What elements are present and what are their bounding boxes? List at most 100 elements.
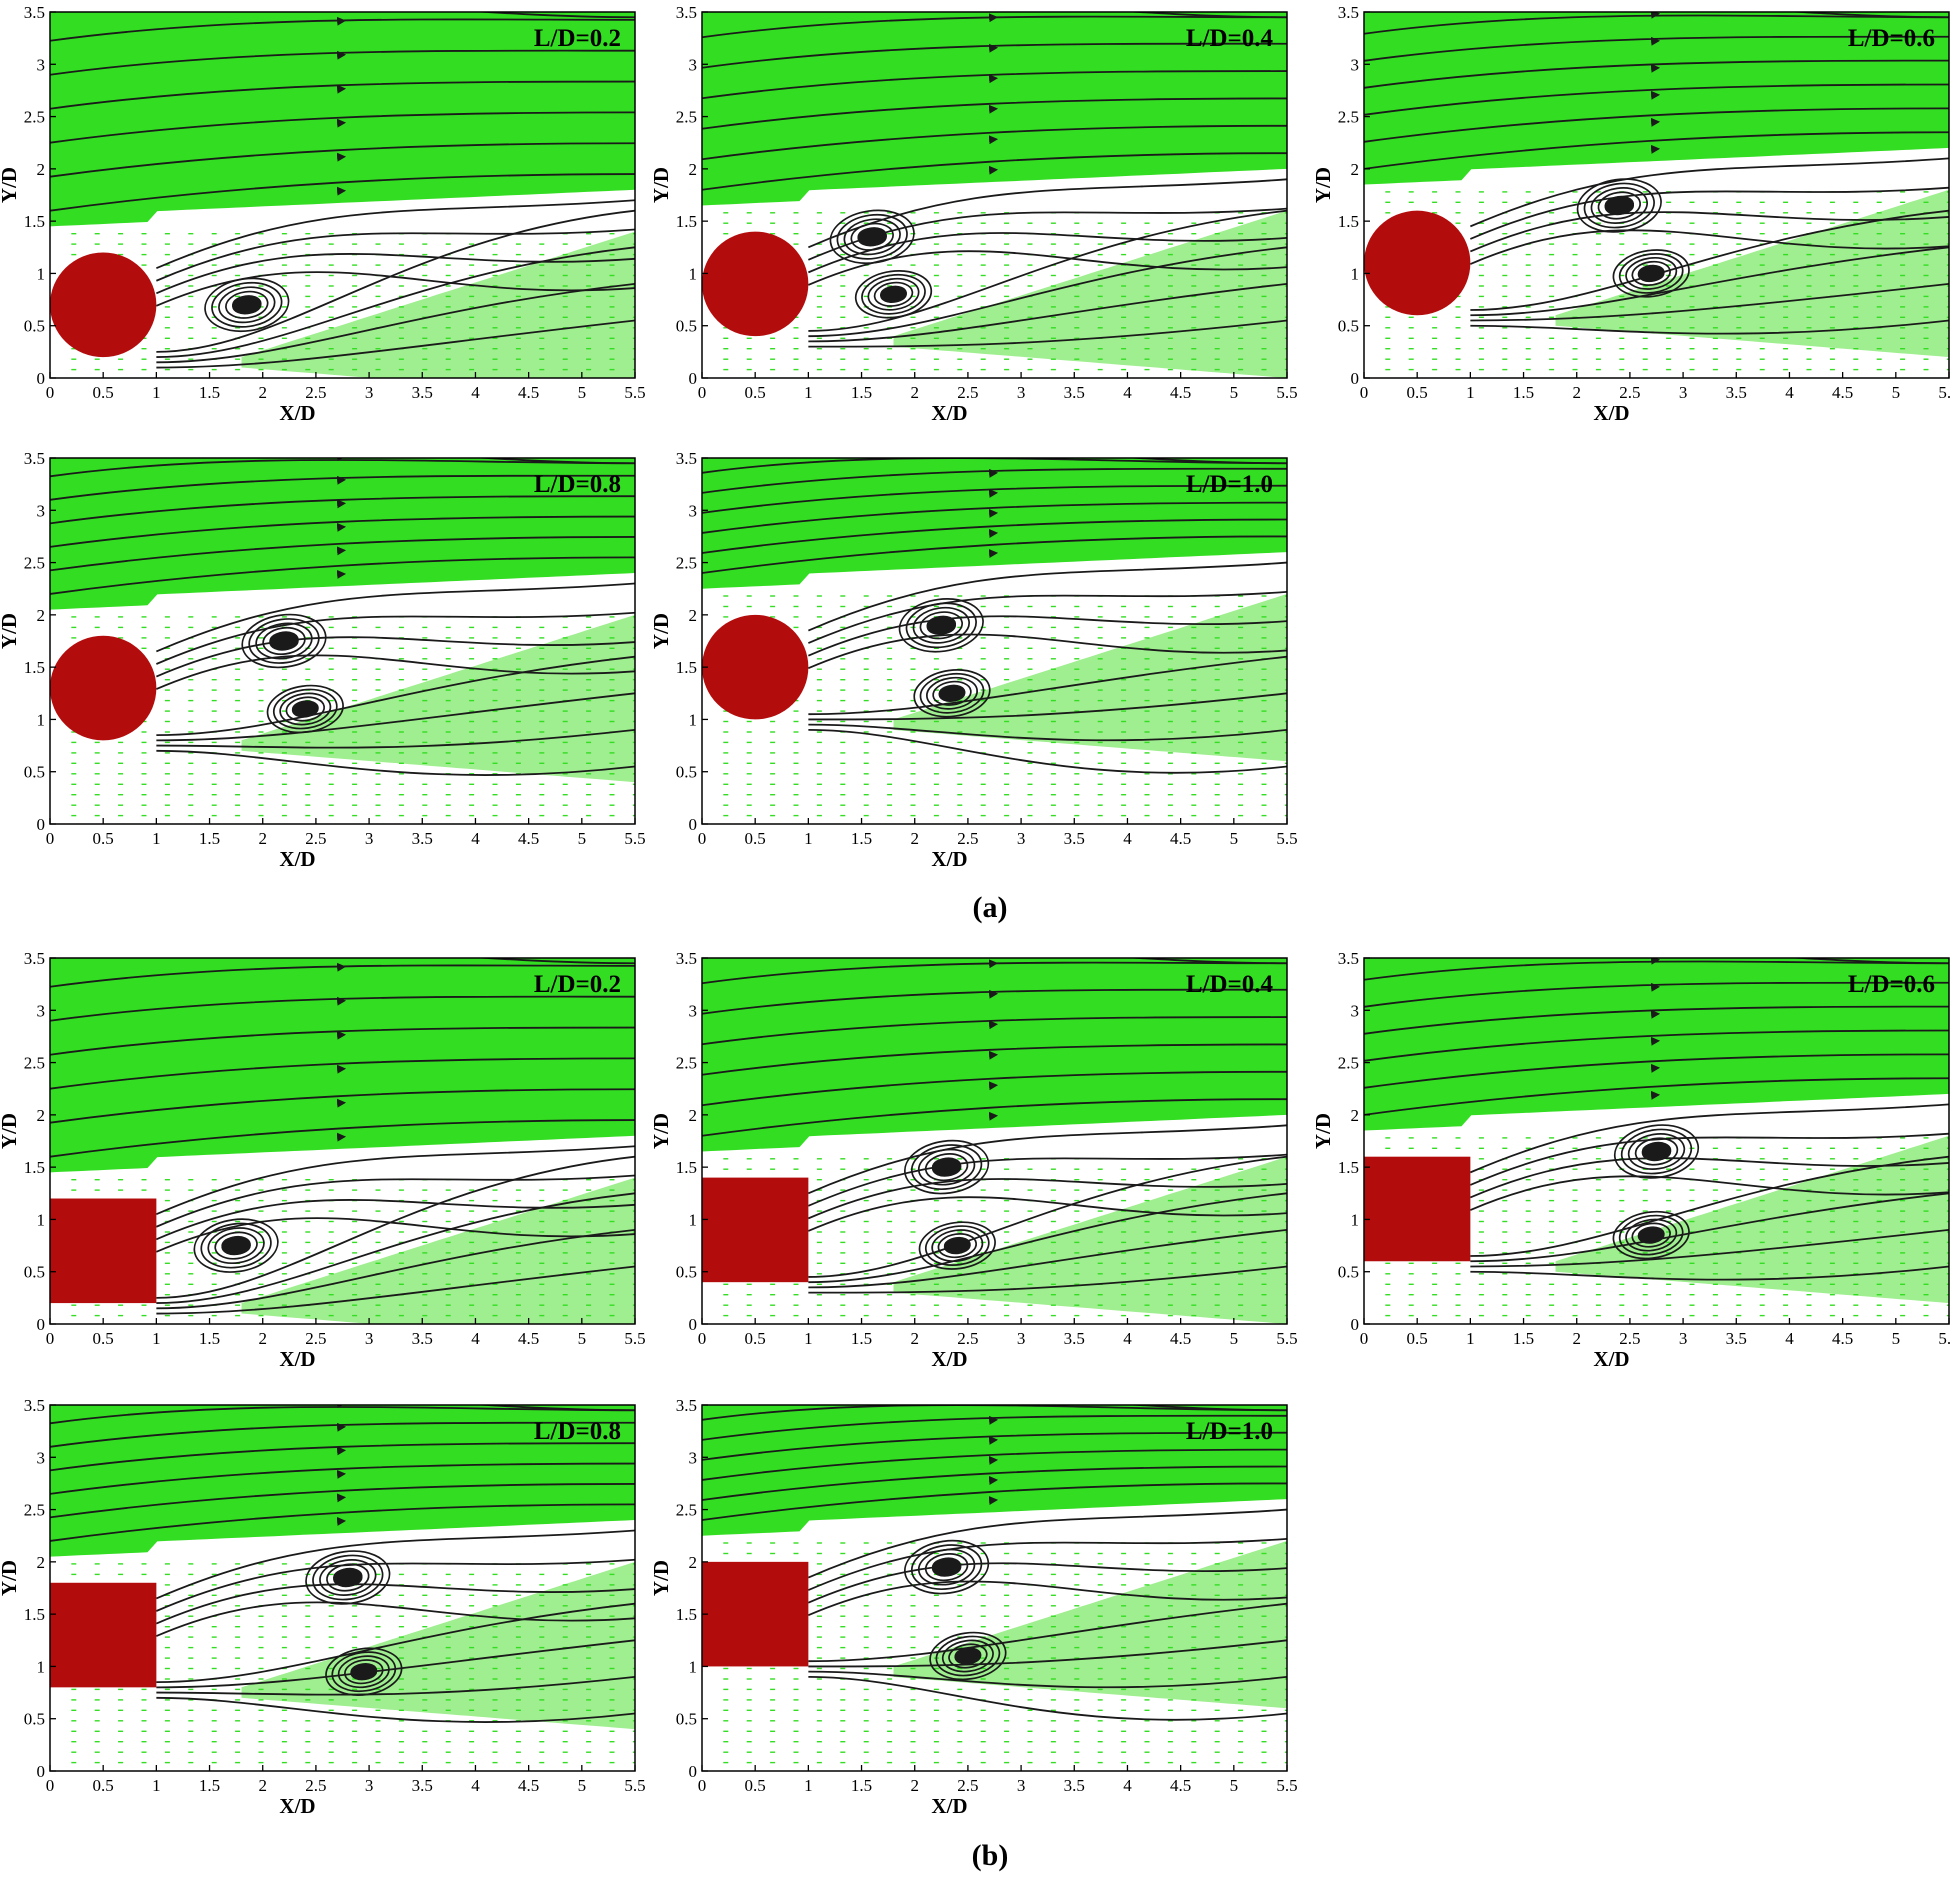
square-cylinder — [50, 1198, 157, 1304]
streamline — [702, 1098, 1287, 1137]
plot-content — [50, 1405, 635, 1764]
x-tick-label: 4.5 — [1170, 829, 1191, 848]
streamline — [472, 12, 635, 19]
streamline — [1364, 107, 1949, 143]
y-tick-label: 1.5 — [1338, 212, 1359, 231]
vortex-ring — [919, 611, 964, 640]
vortex-ring — [193, 1218, 279, 1273]
x-tick-label: 3 — [365, 1776, 374, 1795]
lower-streamline — [156, 1696, 635, 1723]
vortex-core — [926, 616, 956, 635]
x-axis-label: X/D — [931, 401, 967, 425]
shear-streamline — [1470, 1132, 1949, 1186]
x-tick-label: 1.5 — [199, 383, 220, 402]
y-tick-label: 2.5 — [24, 108, 45, 127]
x-tick-label: 3.5 — [1064, 1329, 1085, 1348]
x-tick-label: 2 — [1572, 383, 1581, 402]
streamline-arrow — [979, 453, 995, 454]
x-tick-label: 3 — [1679, 383, 1688, 402]
x-tick-label: 2 — [258, 1776, 267, 1795]
shear-streamline — [156, 1145, 635, 1216]
lower-streamline — [808, 209, 1287, 332]
y-tick-label: 1.5 — [676, 212, 697, 231]
plot-content — [702, 12, 1287, 378]
x-tick-label: 2.5 — [305, 1329, 326, 1348]
y-tick-label: 2 — [1351, 160, 1360, 179]
vortex-ring — [225, 290, 269, 319]
circular-cylinder — [702, 614, 809, 720]
y-tick-label: 2 — [689, 160, 698, 179]
streamline — [702, 535, 1287, 574]
y-axis-label: Y/D — [0, 167, 21, 203]
streamline — [1364, 83, 1949, 116]
x-tick-label: 1.5 — [199, 1776, 220, 1795]
x-tick-label: 4 — [1123, 829, 1132, 848]
shear-streamline — [1470, 157, 1949, 228]
y-tick-label: 3.5 — [24, 949, 45, 968]
vortex-ring — [1620, 1128, 1693, 1175]
plot-frame — [701, 457, 1288, 825]
panel-label: L/D=0.2 — [534, 25, 621, 52]
vortex-ring — [873, 281, 914, 307]
y-tick-label: 3.5 — [676, 449, 697, 468]
y-tick-label: 1.5 — [24, 1158, 45, 1177]
x-tick-label: 1.5 — [199, 1329, 220, 1348]
vortex-ring — [1625, 1218, 1678, 1252]
x-tick-label: 3 — [365, 829, 374, 848]
x-tick-label: 4.5 — [1170, 383, 1191, 402]
x-tick-label: 4 — [1785, 383, 1794, 402]
y-tick-label: 0 — [1351, 1315, 1360, 1334]
vector-field-lower — [241, 231, 635, 378]
shear-streamline — [156, 1601, 635, 1637]
y-tick-label: 3 — [1351, 1001, 1360, 1020]
y-tick-label: 3.5 — [24, 1396, 45, 1415]
streamline — [50, 1483, 635, 1519]
shear-streamline — [808, 1196, 1287, 1232]
streamline — [702, 152, 1287, 191]
plot-frame — [701, 957, 1288, 1325]
vortex-ring — [924, 1225, 990, 1266]
lower-streamline — [1470, 1228, 1949, 1268]
shear-streamline — [808, 561, 1287, 632]
x-tick-label: 2.5 — [957, 829, 978, 848]
vector-field-lower — [1555, 189, 1949, 358]
lower-streamline — [156, 1265, 635, 1315]
plot-content — [50, 433, 635, 817]
vortex-ring — [312, 1554, 384, 1601]
y-axis-label: Y/D — [1311, 167, 1335, 203]
shear-streamline — [156, 636, 635, 678]
x-tick-label: 0 — [46, 829, 55, 848]
streamline — [50, 1462, 635, 1495]
lower-streamline — [156, 749, 635, 776]
x-tick-label: 0 — [698, 829, 707, 848]
streamline-arrow — [327, 433, 343, 434]
x-tick-label: 0 — [698, 1329, 707, 1348]
streamline — [50, 1119, 635, 1158]
x-tick-label: 3 — [1017, 829, 1026, 848]
y-axis-label: Y/D — [649, 1113, 673, 1149]
panel-a-5: 0 0.5 1 1.5 2 2.5 3 3.5 4 4.5 5 5.5 0 0.5 1 1.5 2 2.5 3 3.5… — [649, 449, 1298, 871]
y-tick-label: 0.5 — [676, 317, 697, 336]
x-tick-label: 2.5 — [1619, 1329, 1640, 1348]
y-tick-label: 3.5 — [24, 3, 45, 22]
shear-streamline — [156, 611, 635, 665]
x-tick-label: 5.5 — [1276, 1329, 1297, 1348]
vortex-ring — [910, 1144, 983, 1190]
x-tick-label: 4.5 — [1832, 383, 1853, 402]
plot-frame — [1363, 957, 1950, 1325]
vortex-core — [880, 286, 907, 303]
lower-streamline — [808, 282, 1287, 343]
y-tick-label: 0.5 — [1338, 1263, 1359, 1282]
lower-streamline — [808, 723, 1287, 742]
x-tick-label: 1 — [152, 829, 161, 848]
lower-streamline — [808, 246, 1287, 338]
x-tick-label: 3.5 — [1064, 383, 1085, 402]
vortex-ring — [1612, 249, 1690, 298]
y-tick-label: 0 — [37, 1762, 46, 1781]
x-tick-label: 3.5 — [1726, 1329, 1747, 1348]
y-tick-label: 0 — [37, 815, 46, 834]
vortex-core — [1637, 265, 1665, 282]
streamline-arrow — [327, 933, 343, 934]
vortex-ring — [204, 277, 290, 333]
x-tick-label: 1 — [1466, 383, 1475, 402]
